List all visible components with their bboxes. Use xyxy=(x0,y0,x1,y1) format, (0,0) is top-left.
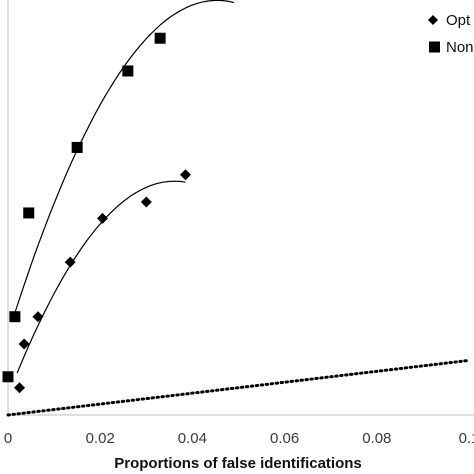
data-point-diamond xyxy=(64,256,76,268)
x-tick-label: 0.06 xyxy=(270,430,299,447)
data-point-square xyxy=(122,65,134,77)
trend-line-non xyxy=(12,0,235,321)
x-tick-label: 0.08 xyxy=(362,430,391,447)
data-point-square xyxy=(2,371,14,383)
trend-line-opt xyxy=(16,180,186,374)
x-axis-title: Proportions of false identifications xyxy=(114,455,362,472)
data-point-square xyxy=(154,32,166,44)
data-point-diamond xyxy=(140,196,152,208)
reference-line-group xyxy=(6,358,471,417)
x-tick-labels: 0 0.02 0.04 0.06 0.08 0.1 xyxy=(4,430,474,447)
data-point-square xyxy=(23,207,35,219)
x-tick-label: 0 xyxy=(4,430,12,447)
axes xyxy=(7,0,474,416)
data-point-diamond xyxy=(97,212,109,224)
data-point-square xyxy=(9,311,21,323)
reference-line xyxy=(6,358,471,417)
legend: Opt Non xyxy=(428,12,474,56)
data-point-diamond xyxy=(179,169,191,181)
x-tick-label: 0.04 xyxy=(178,430,207,447)
legend-label: Non xyxy=(446,39,474,56)
data-point-square xyxy=(71,141,83,153)
x-tick-label: 0.1 xyxy=(459,430,474,447)
x-tick-label: 0.02 xyxy=(86,430,115,447)
legend-marker-square xyxy=(429,41,440,53)
data-points xyxy=(2,0,240,394)
legend-label: Opt xyxy=(446,12,471,29)
data-point-diamond xyxy=(18,338,30,350)
legend-marker-diamond xyxy=(428,15,438,25)
data-point-diamond xyxy=(14,382,26,394)
trend-lines xyxy=(12,0,235,374)
data-point-diamond xyxy=(32,311,44,323)
